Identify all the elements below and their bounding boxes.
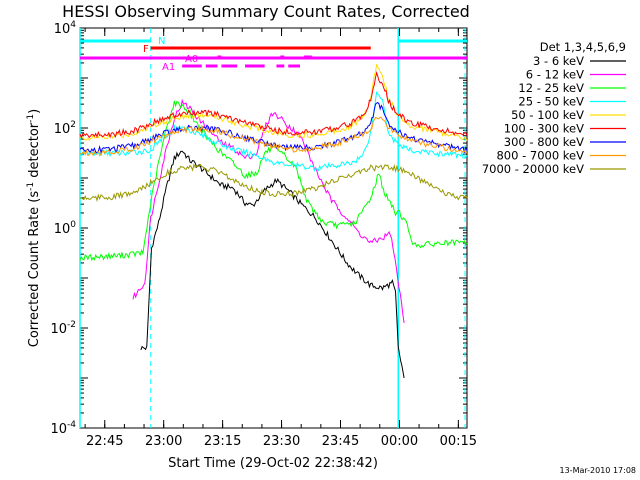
legend-title: Det 1,3,4,5,6,9 xyxy=(540,40,626,54)
y-tick-label: 10-4 xyxy=(50,420,76,437)
axis-ticks xyxy=(80,27,467,429)
x-axis-label: Start Time (29-Oct-02 22:38:42) xyxy=(168,456,378,471)
series-line xyxy=(79,70,468,139)
series-line xyxy=(79,116,468,157)
y-axis-label: Corrected Count Rate (s-1 detector-1) xyxy=(26,109,42,347)
plot-frame xyxy=(79,27,468,429)
x-tick-label: 22:45 xyxy=(86,434,123,449)
legend-label: 12 - 25 keV xyxy=(518,81,584,95)
series-line xyxy=(79,90,468,173)
legend-label: 6 - 12 keV xyxy=(526,68,584,82)
chart-title: HESSI Observing Summary Count Rates, Cor… xyxy=(62,2,470,21)
x-tick-label: 23:15 xyxy=(204,434,241,449)
y-tick-label: 104 xyxy=(54,20,77,37)
x-tick-label: 23:45 xyxy=(322,434,359,449)
night-lines xyxy=(79,28,466,428)
legend-label: 300 - 800 keV xyxy=(504,135,584,149)
y-tick-label: 102 xyxy=(54,120,76,137)
x-tick-label: 23:00 xyxy=(145,434,182,449)
series-line xyxy=(79,64,468,141)
legend-label: 3 - 6 keV xyxy=(533,54,584,68)
series-line xyxy=(132,98,405,324)
y-tick-label: 100 xyxy=(54,220,77,237)
legend-label: 7000 - 20000 keV xyxy=(482,162,584,176)
series-lines xyxy=(79,64,468,379)
series-line xyxy=(79,163,468,203)
flag-label: A0 xyxy=(185,54,198,65)
series-line xyxy=(140,150,405,379)
legend-label: 50 - 100 keV xyxy=(511,108,584,122)
x-tick-label: 00:15 xyxy=(440,434,477,449)
flag-bars: NF A0 A1 xyxy=(80,36,467,73)
flag-label: A1 xyxy=(162,62,175,73)
flag-label: F xyxy=(143,44,149,55)
footer-timestamp: 13-Mar-2010 17:08 xyxy=(560,466,637,475)
x-tick-label: 23:30 xyxy=(263,434,300,449)
legend-label: 800 - 7000 keV xyxy=(496,149,584,163)
tick-labels: 22:45 23:00 23:15 23:30 23:45 00:00 00:15 104 10… xyxy=(50,20,477,449)
x-tick-label: 00:00 xyxy=(381,434,418,449)
legend-label: 25 - 50 keV xyxy=(518,95,584,109)
legend-label: 100 - 300 keV xyxy=(504,122,584,136)
flag-label: N xyxy=(158,36,165,47)
y-tick-label: 10-2 xyxy=(50,320,76,337)
